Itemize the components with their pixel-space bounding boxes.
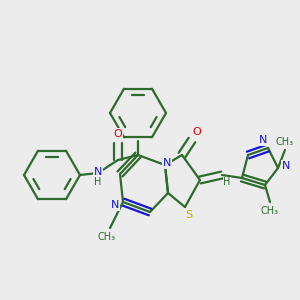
Text: O: O (114, 129, 122, 139)
Text: CH₃: CH₃ (276, 137, 294, 147)
Text: N: N (94, 167, 102, 177)
Text: H: H (223, 177, 231, 187)
Text: N: N (282, 161, 290, 171)
Text: H: H (94, 177, 102, 187)
Text: S: S (185, 210, 193, 220)
Text: CH₃: CH₃ (261, 206, 279, 216)
Text: CH₃: CH₃ (98, 232, 116, 242)
Text: N: N (259, 135, 267, 145)
Text: N: N (163, 158, 171, 168)
Text: O: O (193, 127, 201, 137)
Text: N: N (111, 200, 119, 210)
